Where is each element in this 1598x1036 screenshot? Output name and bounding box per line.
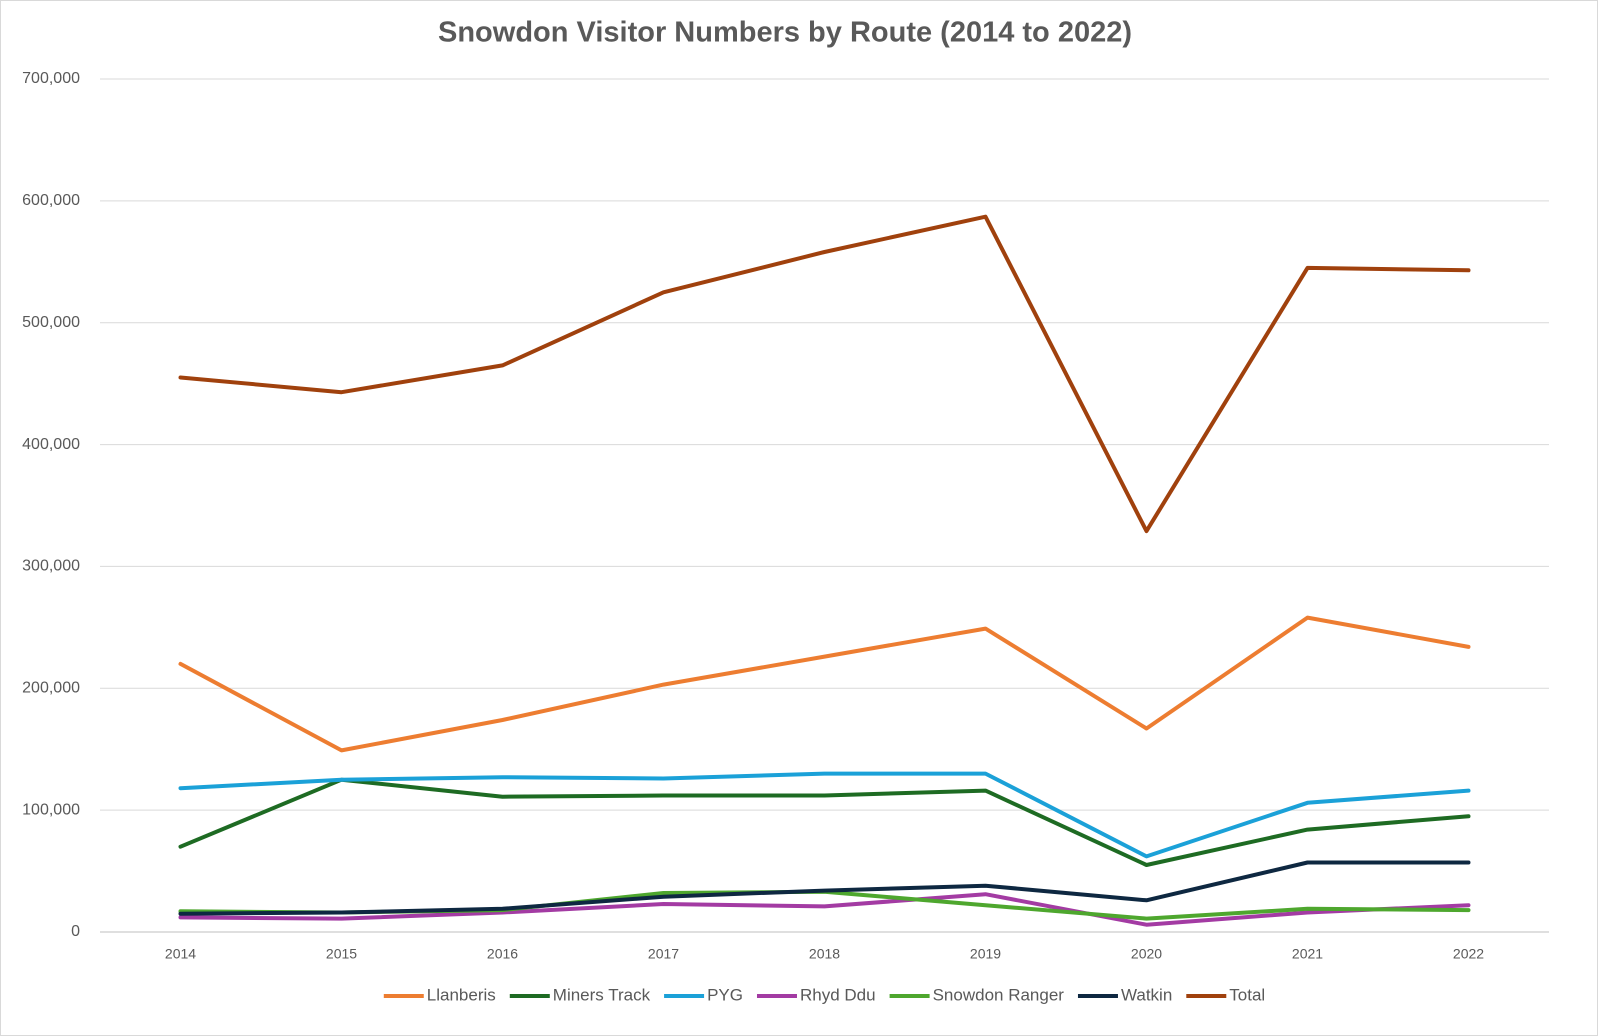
y-tick-label: 200,000 xyxy=(22,680,80,697)
y-tick-label: 700,000 xyxy=(22,70,80,87)
x-tick-label: 2020 xyxy=(1131,946,1162,962)
legend: Llanberis Miners Track PYG Rhyd Ddu Snowdon … xyxy=(383,985,1265,1004)
y-tick-label: 400,000 xyxy=(22,436,80,453)
series-line xyxy=(178,860,1471,916)
legend-label: Llanberis xyxy=(427,985,496,1004)
x-tick-label: 2017 xyxy=(648,946,679,962)
chart-title: Snowdon Visitor Numbers by Route (2014 t… xyxy=(438,17,1132,49)
x-tick-label: 2019 xyxy=(970,946,1001,962)
y-tick-label: 0 xyxy=(71,923,80,940)
x-tick-label: 2016 xyxy=(487,946,518,962)
series-line xyxy=(178,892,1471,927)
legend-label: Total xyxy=(1229,985,1265,1004)
legend-label: PYG xyxy=(707,985,743,1004)
x-tick-label: 2015 xyxy=(326,946,357,962)
x-tick-label: 2018 xyxy=(809,946,840,962)
series-line xyxy=(178,771,1471,859)
x-tick-label: 2021 xyxy=(1292,946,1323,962)
legend-label: Snowdon Ranger xyxy=(933,985,1065,1004)
legend-label: Miners Track xyxy=(553,985,651,1004)
legend-label: Watkin xyxy=(1121,985,1172,1004)
y-tick-label: 600,000 xyxy=(22,192,80,209)
series-line xyxy=(178,214,1471,534)
series-line xyxy=(178,615,1471,753)
series-line xyxy=(178,777,1471,867)
legend-label: Rhyd Ddu xyxy=(800,985,876,1004)
y-tick-label: 300,000 xyxy=(22,558,80,575)
y-tick-label: 500,000 xyxy=(22,314,80,331)
x-tick-label: 2014 xyxy=(165,946,196,962)
x-tick-label: 2022 xyxy=(1453,946,1484,962)
y-tick-label: 100,000 xyxy=(22,801,80,818)
